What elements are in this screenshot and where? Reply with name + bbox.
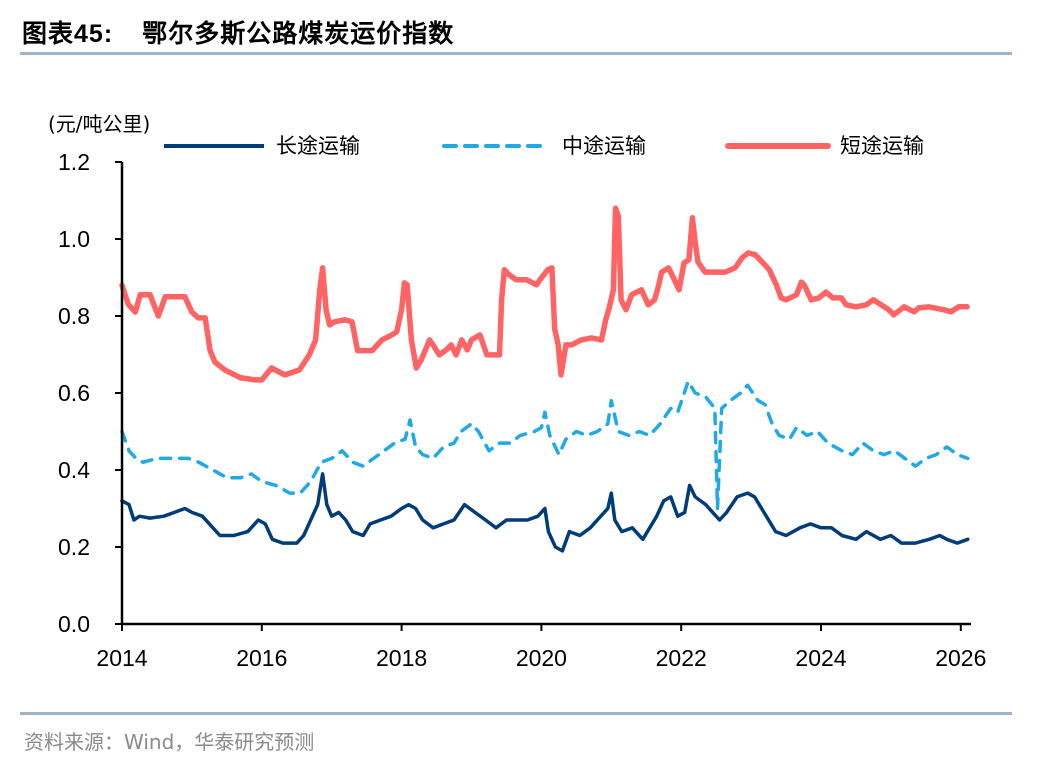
legend-item-short: 短途运输: [725, 134, 924, 158]
figure-label: 图表: [22, 19, 75, 48]
axes: 0.0 0.2 0.4 0.6 0.8 1.0 1.2 2014 2016 2018 2020 202…: [58, 149, 986, 671]
legend-label-medium: 中途运输: [562, 134, 646, 158]
y-tick-label: 1.0: [58, 226, 90, 252]
legend-item-long: 长途运输: [164, 134, 360, 158]
x-tick-label: 2014: [96, 645, 147, 671]
source-note: 资料来源：Wind，华泰研究预测: [24, 730, 315, 754]
x-tick-label: 2026: [935, 645, 986, 671]
title-divider: [20, 52, 1012, 55]
y-tick-label: 0.4: [58, 457, 90, 483]
footer-divider: [20, 712, 1012, 715]
series-line-short: [119, 205, 970, 383]
legend: 长途运输 中途运输 短途运输: [164, 134, 924, 158]
x-tick-label: 2020: [516, 645, 567, 671]
x-tick-label: 2024: [795, 645, 846, 671]
figure-number: 45:: [74, 20, 114, 48]
y-tick-label: 1.2: [58, 149, 90, 175]
x-tick-label: 2018: [376, 645, 427, 671]
y-tick-label: 0.2: [58, 534, 90, 560]
y-tick-label: 0.8: [58, 303, 90, 329]
legend-label-long: 长途运输: [276, 134, 360, 158]
x-tick-label: 2016: [236, 645, 287, 671]
y-tick-label: 0.0: [58, 611, 90, 637]
figure-title: 图表45: 鄂尔多斯公路煤炭运价指数: [22, 14, 454, 50]
line-chart: (元/吨公里) 长途运输 中途运输 短途运输 0.0 0.2 0.4 0.6 0.8 1.…: [48, 112, 986, 671]
series-line-medium: [120, 379, 970, 511]
chart-title: 鄂尔多斯公路煤炭运价指数: [142, 19, 455, 48]
legend-label-short: 短途运输: [840, 134, 924, 158]
x-tick-label: 2022: [656, 645, 707, 671]
series-line-long: [120, 472, 970, 553]
y-tick-label: 0.6: [58, 380, 90, 406]
y-axis-unit-label: (元/吨公里): [48, 112, 150, 136]
legend-item-medium: 中途运输: [442, 134, 646, 158]
series-layer: [119, 205, 970, 553]
